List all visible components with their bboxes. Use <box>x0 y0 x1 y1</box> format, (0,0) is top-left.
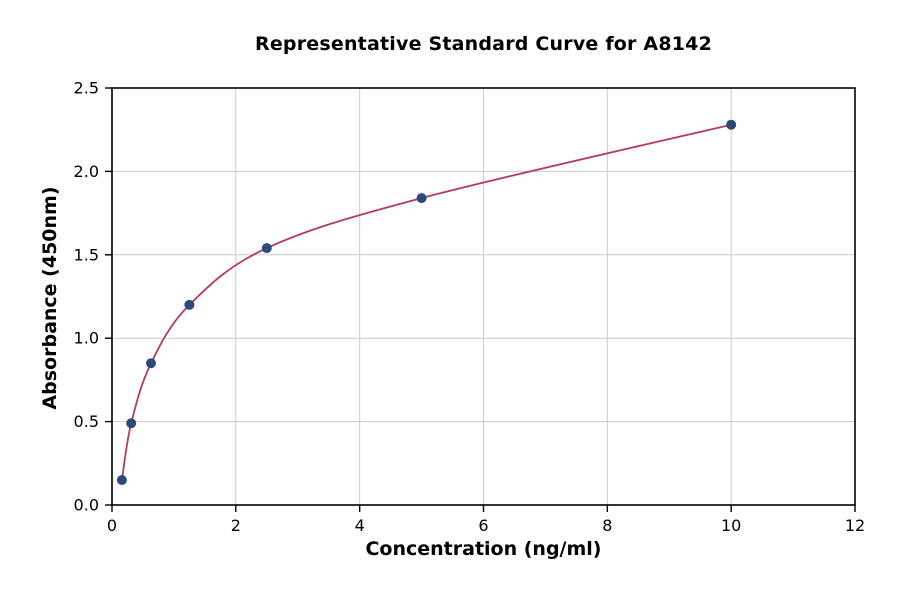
x-tick-label: 0 <box>107 516 117 535</box>
y-tick-label: 1.5 <box>74 245 99 264</box>
data-point <box>184 299 195 310</box>
x-tick-label: 2 <box>231 516 241 535</box>
data-point <box>726 119 737 130</box>
data-points <box>116 119 737 485</box>
y-tick-label: 2.0 <box>74 162 99 181</box>
y-tick-label: 2.5 <box>74 79 99 98</box>
y-tick-label: 1.0 <box>74 329 99 348</box>
fit-curve <box>121 123 732 481</box>
data-point <box>116 474 127 485</box>
grid-lines <box>111 87 856 506</box>
x-tick-label: 8 <box>602 516 612 535</box>
data-point <box>126 418 137 429</box>
x-tick-label: 12 <box>845 516 865 535</box>
y-tick-label: 0.5 <box>74 412 99 431</box>
y-axis-label: Absorbance (450nm) <box>39 186 61 410</box>
x-axis-label: Concentration (ng/ml) <box>365 538 602 560</box>
data-point <box>261 243 272 254</box>
chart-title: Representative Standard Curve for A8142 <box>254 33 713 55</box>
axis-ticks: 0 2 4 6 8 10 12 0.0 0.5 1.0 1.5 2.0 2.5 <box>74 79 866 536</box>
x-tick-label: 10 <box>721 516 741 535</box>
x-tick-label: 4 <box>355 516 365 535</box>
y-tick-label: 0.0 <box>74 496 99 515</box>
x-tick-label: 6 <box>478 516 488 535</box>
data-point <box>146 358 157 369</box>
data-point <box>416 193 427 204</box>
